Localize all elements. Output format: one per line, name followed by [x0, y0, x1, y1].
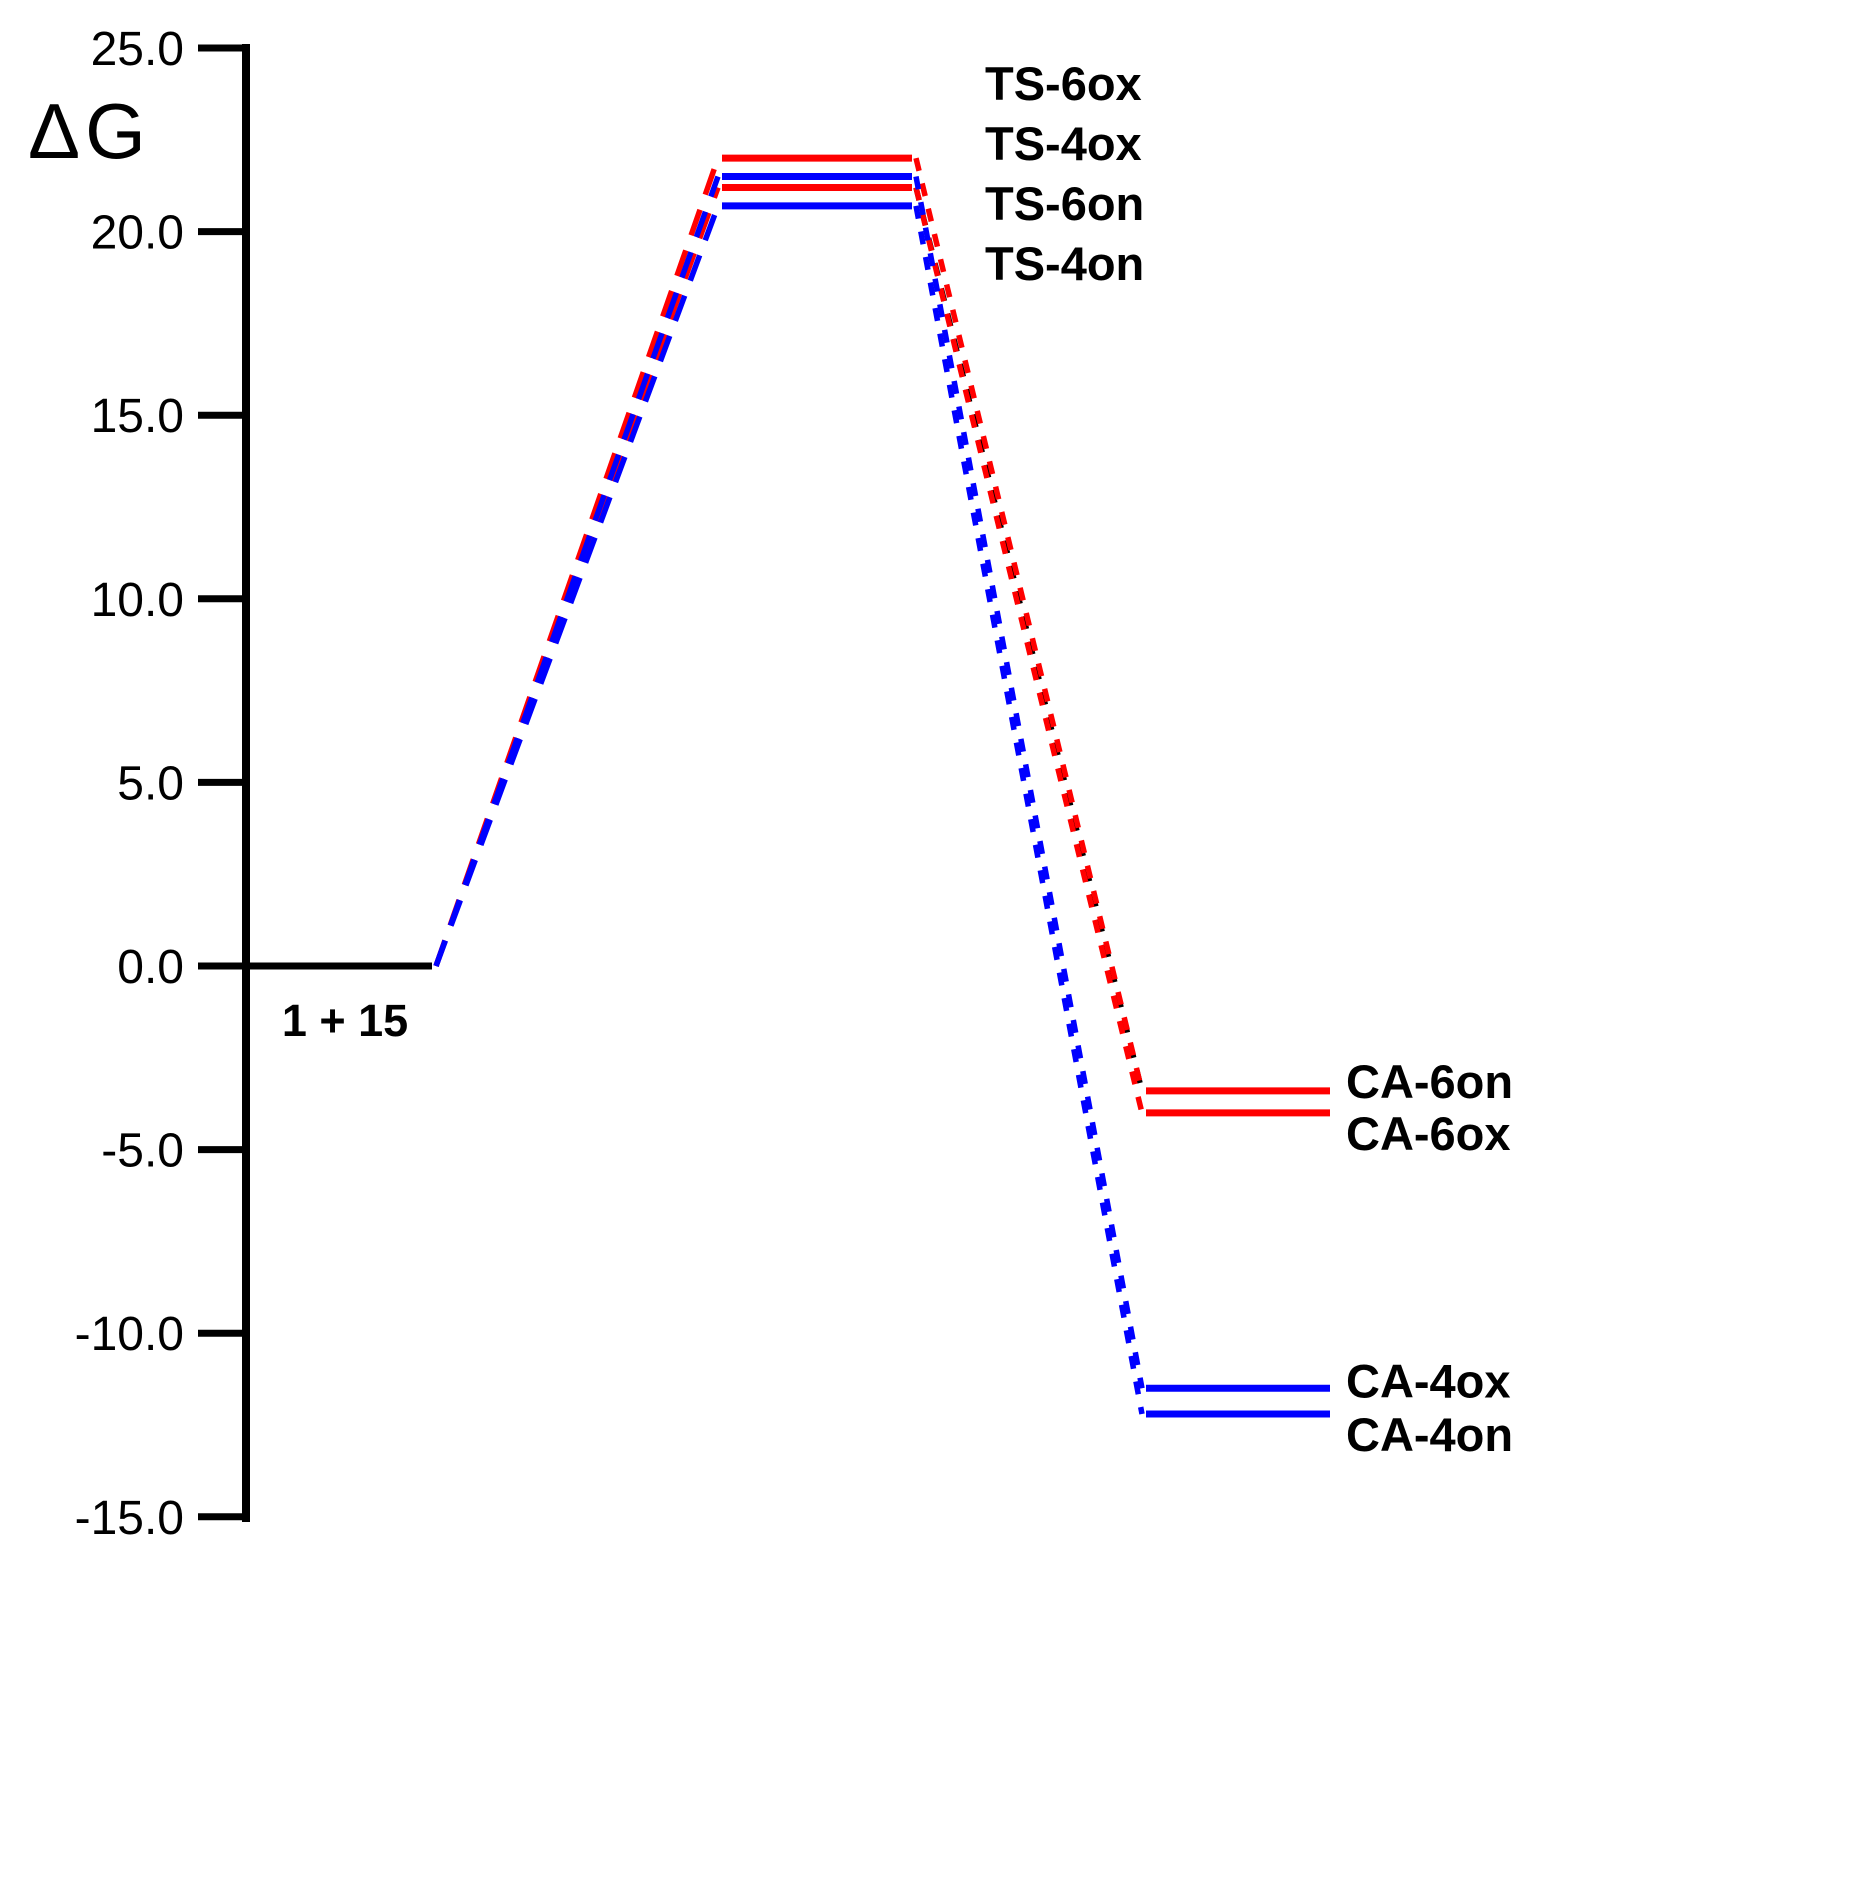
ts-label-ts-4on: TS-4on: [985, 237, 1144, 290]
connector-ts-4ox-to-ca-4ox: [913, 176, 1145, 1389]
ts-label-ts-6ox: TS-6ox: [985, 57, 1142, 110]
ts-label-ts-6on: TS-6on: [985, 177, 1144, 230]
connector-ts-6ox-to-ca-6on: [913, 157, 1145, 1092]
y-tick-label: -15.0: [75, 1492, 184, 1545]
level-label-reactant: 1 + 15: [282, 995, 408, 1046]
ts-label-ts-4ox: TS-4ox: [985, 117, 1142, 170]
connector-ts-4on-to-ca-4on: [913, 205, 1145, 1415]
y-axis-label: ΔG: [28, 87, 151, 175]
y-tick-label: 25.0: [91, 23, 184, 76]
connector-reactant-to-ts-4on: [433, 204, 721, 967]
y-tick-label: 15.0: [91, 390, 184, 443]
y-tick-label: -5.0: [101, 1125, 184, 1178]
level-label-ca-6on: CA-6on: [1346, 1055, 1513, 1108]
connector-reactant-to-ts-4ox: [433, 175, 721, 967]
y-tick-label: 5.0: [117, 757, 184, 810]
y-tick-label: -10.0: [75, 1308, 184, 1361]
level-label-ca-4ox: CA-4ox: [1346, 1354, 1511, 1407]
level-label-ca-4on: CA-4on: [1346, 1408, 1513, 1461]
connector-reactant-to-ts-6ox: [433, 157, 721, 967]
y-tick-label: 20.0: [91, 207, 184, 260]
y-tick-label: 10.0: [91, 574, 184, 627]
connector-ts-6on-to-ca-6ox: [913, 186, 1145, 1114]
level-label-ca-6ox: CA-6ox: [1346, 1107, 1511, 1160]
y-tick-label: 0.0: [117, 941, 184, 994]
